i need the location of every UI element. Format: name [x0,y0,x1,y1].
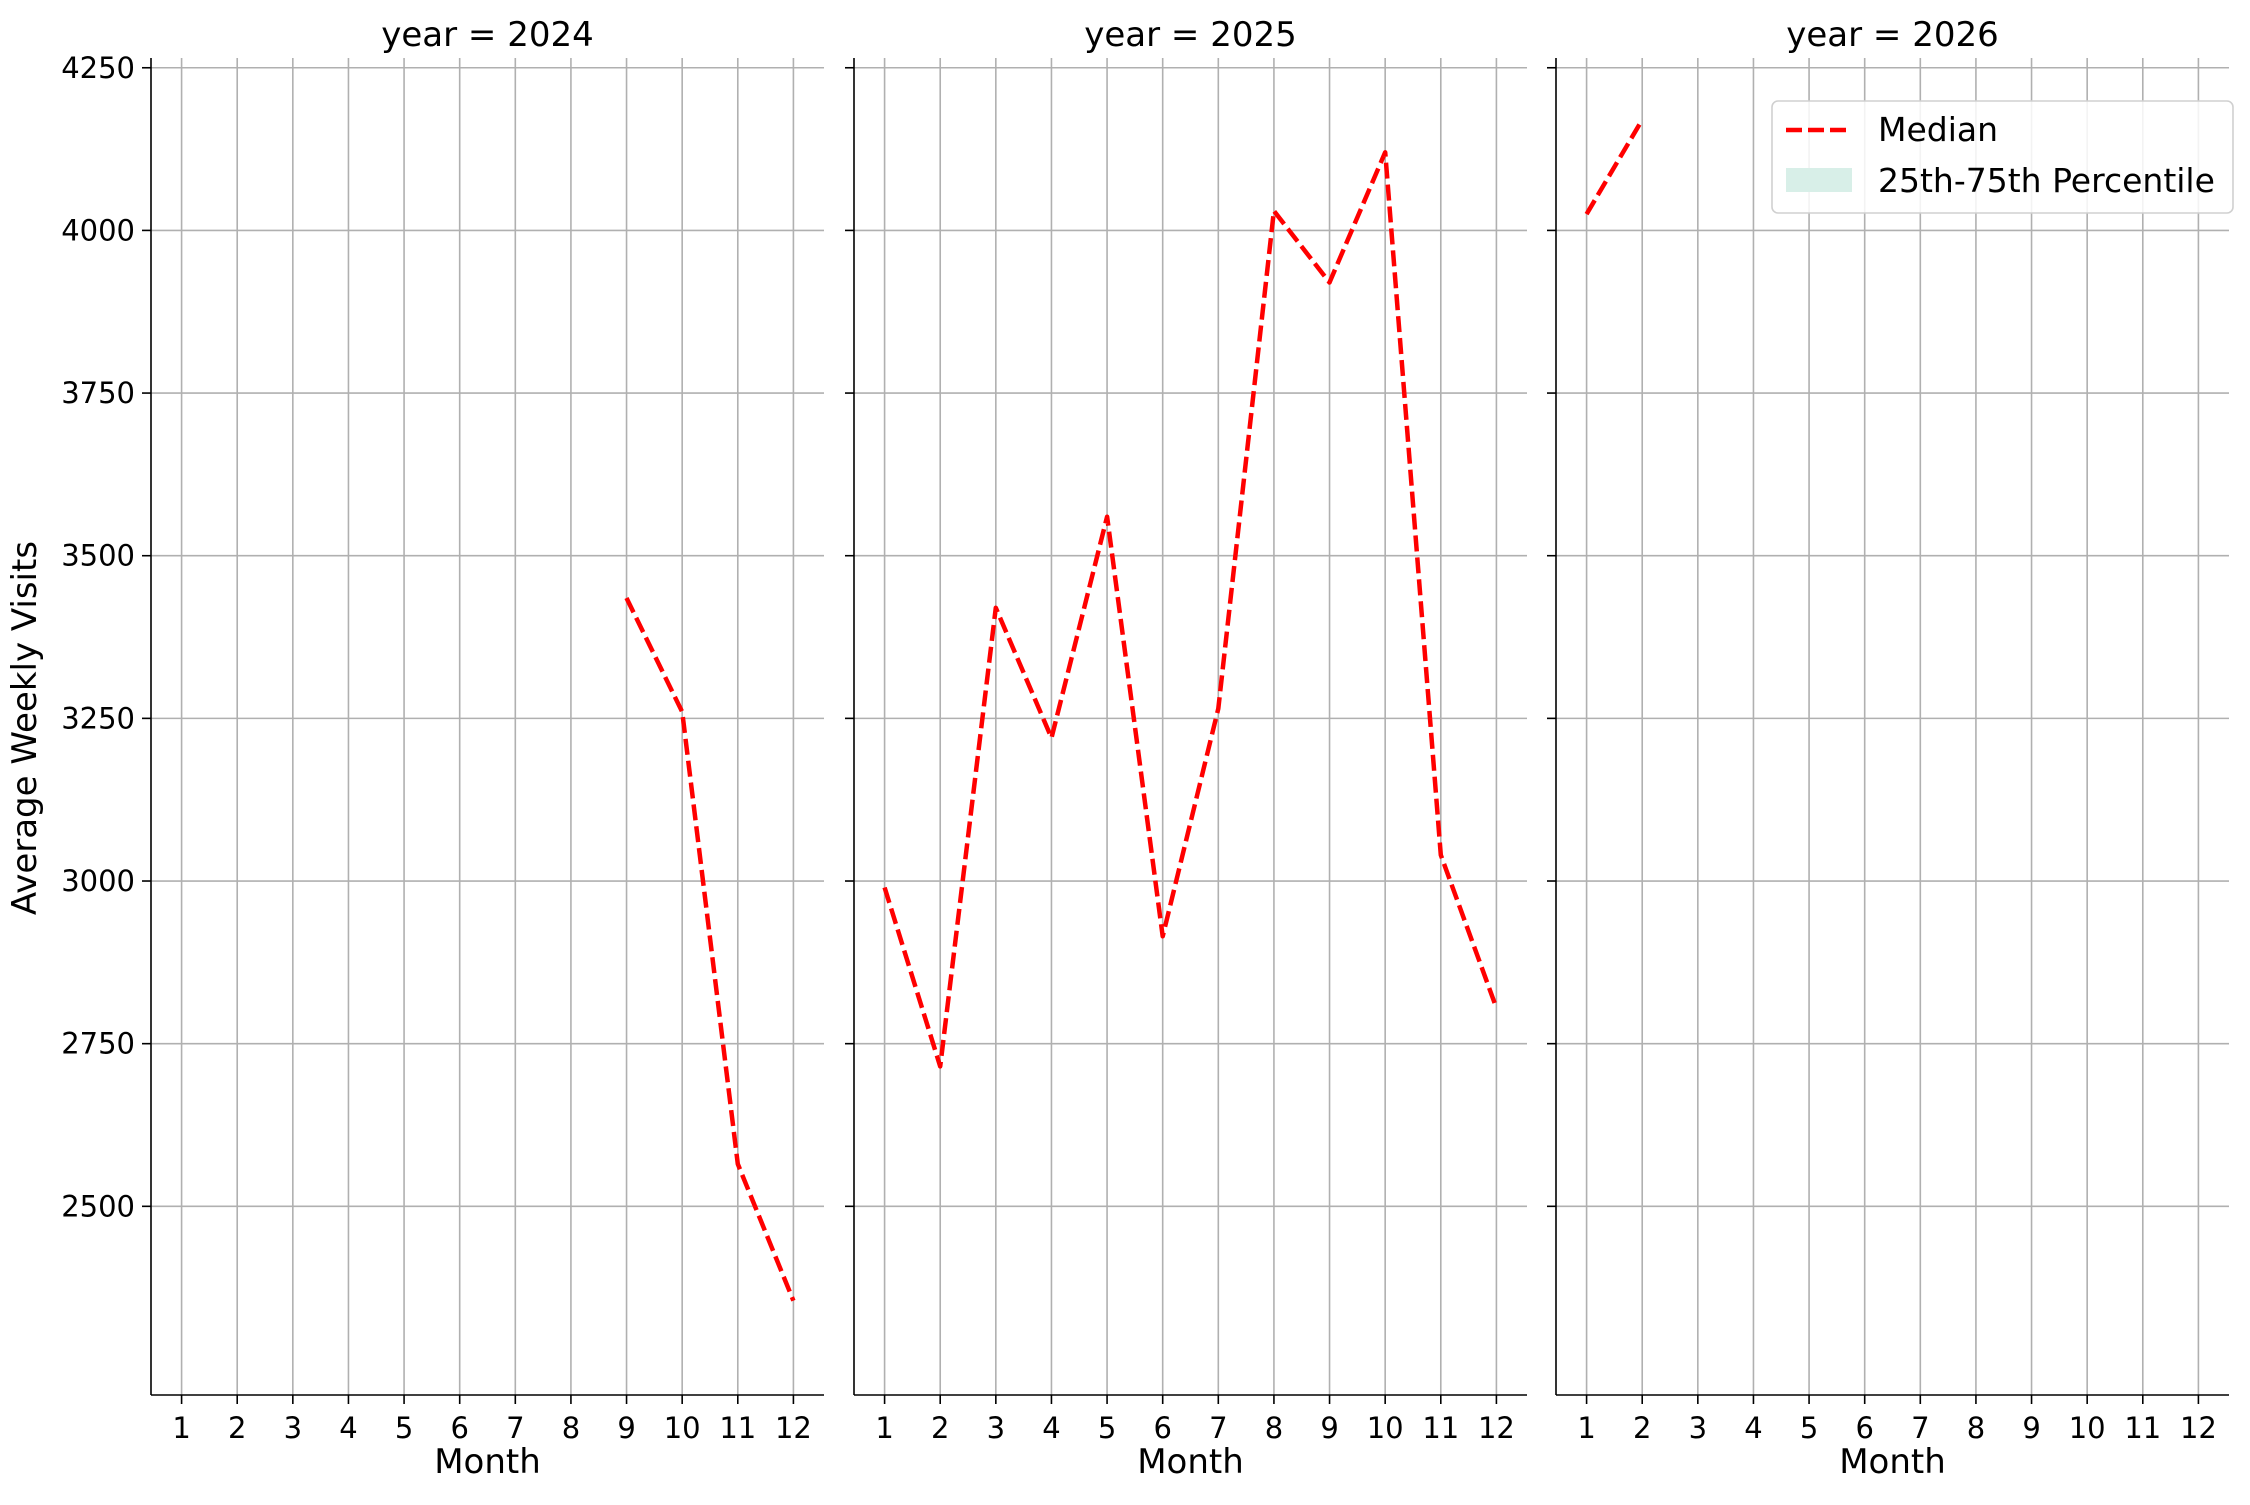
x-tick-label: 5 [395,1411,413,1445]
x-tick-label: 11 [2124,1411,2161,1445]
x-tick-label: 5 [1800,1411,1818,1445]
x-tick-label: 4 [1042,1411,1060,1445]
legend-band-swatch [1786,168,1852,192]
x-axis-label: Month [1137,1442,1244,1482]
y-tick-label: 3000 [61,864,135,898]
x-tick-label: 1 [1577,1411,1595,1445]
x-tick-label: 6 [450,1411,468,1445]
y-tick-label: 2750 [61,1027,135,1061]
panel-title: year = 2026 [1786,15,1998,55]
legend-median-label: Median [1878,110,1998,149]
x-tick-label: 2 [228,1411,246,1445]
x-tick-label: 11 [719,1411,756,1445]
x-tick-label: 10 [1367,1411,1404,1445]
x-tick-label: 3 [284,1411,302,1445]
legend-band-label: 25th-75th Percentile [1878,161,2215,200]
median-line [627,598,794,1301]
median-line [885,152,1497,1066]
y-tick-label: 2500 [61,1189,135,1223]
y-tick-label: 4000 [61,213,135,247]
x-tick-label: 6 [1153,1411,1171,1445]
y-tick-label: 3750 [61,376,135,410]
panel-title: year = 2025 [1084,15,1296,55]
x-tick-label: 10 [664,1411,701,1445]
x-tick-label: 7 [1209,1411,1227,1445]
x-axis-label: Month [1839,1442,1946,1482]
x-tick-label: 7 [1911,1411,1929,1445]
x-tick-label: 3 [1689,1411,1707,1445]
x-tick-label: 4 [1744,1411,1762,1445]
x-tick-label: 6 [1855,1411,1873,1445]
x-tick-label: 11 [1422,1411,1459,1445]
median-line [1587,120,1643,214]
x-tick-label: 2 [931,1411,949,1445]
x-tick-label: 12 [1478,1411,1515,1445]
x-tick-label: 1 [875,1411,893,1445]
x-tick-label: 1 [172,1411,190,1445]
x-tick-label: 12 [2180,1411,2217,1445]
x-tick-label: 5 [1098,1411,1116,1445]
y-tick-label: 3500 [61,539,135,573]
y-axis-label: Average Weekly Visits [5,541,45,915]
x-tick-label: 10 [2069,1411,2106,1445]
y-tick-label: 3250 [61,701,135,735]
x-tick-label: 9 [2022,1411,2040,1445]
y-tick-label: 4250 [61,51,135,85]
x-tick-label: 8 [1967,1411,1985,1445]
x-tick-label: 3 [987,1411,1005,1445]
x-tick-label: 9 [1320,1411,1338,1445]
x-tick-label: 8 [562,1411,580,1445]
x-tick-label: 12 [775,1411,812,1445]
x-tick-label: 4 [339,1411,357,1445]
panel-title: year = 2024 [381,15,593,55]
x-tick-label: 9 [617,1411,635,1445]
x-tick-label: 2 [1633,1411,1651,1445]
legend: Median 25th-75th Percentile [1772,101,2233,213]
x-tick-label: 8 [1265,1411,1283,1445]
x-axis-label: Month [434,1442,541,1482]
x-tick-label: 7 [506,1411,524,1445]
